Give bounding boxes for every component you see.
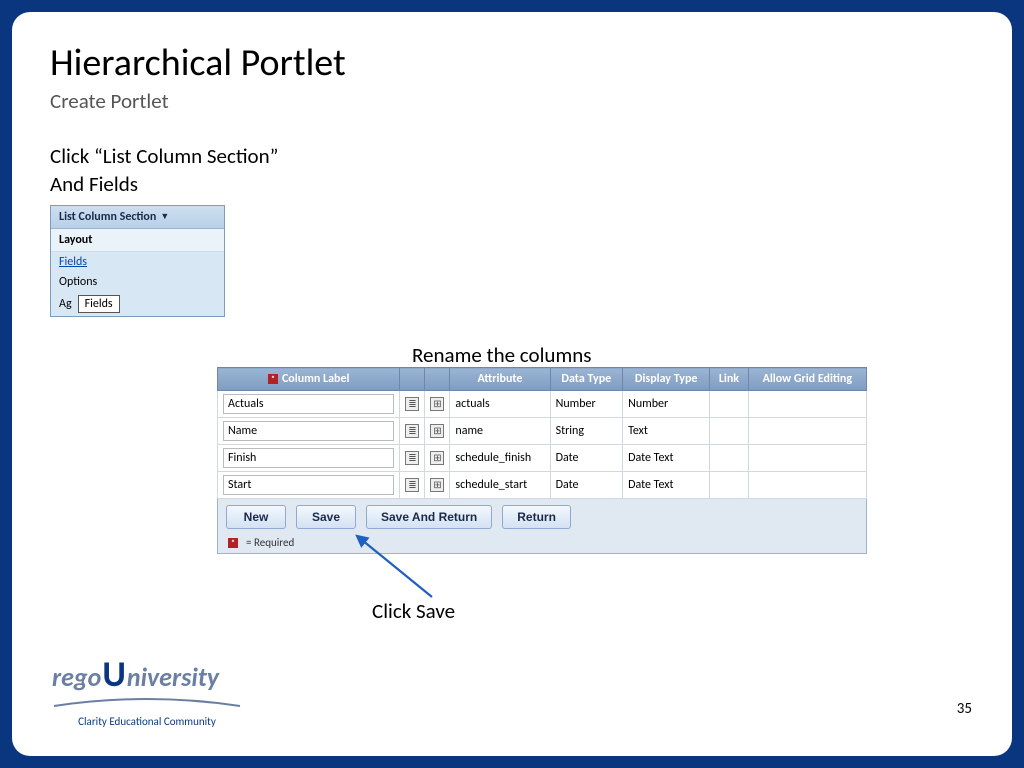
lookup-icon[interactable] bbox=[430, 478, 444, 492]
new-button[interactable]: New bbox=[226, 505, 286, 529]
cell-data-type: Number bbox=[550, 391, 623, 418]
logo: rego U niversity Clarity Educational Com… bbox=[52, 652, 242, 728]
table-row: schedule_finishDateDate Text bbox=[218, 445, 867, 472]
properties-icon[interactable] bbox=[405, 451, 419, 465]
table-row: actualsNumberNumber bbox=[218, 391, 867, 418]
column-label-input[interactable] bbox=[223, 475, 394, 495]
required-icon: * bbox=[268, 374, 278, 384]
properties-icon[interactable] bbox=[405, 424, 419, 438]
cell-attribute: actuals bbox=[450, 391, 550, 418]
logo-tagline: Clarity Educational Community bbox=[52, 715, 242, 728]
th-data-type: Data Type bbox=[550, 368, 623, 391]
save-button[interactable]: Save bbox=[296, 505, 356, 529]
cell-allow-grid bbox=[748, 445, 866, 472]
logo-text-rego: rego bbox=[52, 661, 101, 693]
dropdown-header[interactable]: List Column Section ▼ bbox=[51, 206, 224, 229]
th-icon2 bbox=[425, 368, 450, 391]
cell-link bbox=[710, 391, 748, 418]
th-display-type: Display Type bbox=[623, 368, 710, 391]
fields-tooltip: Fields bbox=[78, 295, 120, 313]
cell-attribute: name bbox=[450, 418, 550, 445]
save-and-return-button[interactable]: Save And Return bbox=[366, 505, 492, 529]
dropdown-item-fields[interactable]: Fields bbox=[51, 252, 224, 272]
cell-data-type: String bbox=[550, 418, 623, 445]
cell-data-type: Date bbox=[550, 445, 623, 472]
required-legend-text: = Required bbox=[246, 536, 294, 549]
page-number: 35 bbox=[957, 700, 972, 718]
column-label-input[interactable] bbox=[223, 394, 394, 414]
dropdown-section-layout: Layout bbox=[51, 229, 224, 252]
dropdown-header-label: List Column Section bbox=[59, 210, 156, 224]
cell-allow-grid bbox=[748, 418, 866, 445]
cell-allow-grid bbox=[748, 472, 866, 499]
th-attribute: Attribute bbox=[450, 368, 550, 391]
required-legend: * = Required bbox=[228, 536, 294, 549]
th-link: Link bbox=[710, 368, 748, 391]
return-button[interactable]: Return bbox=[502, 505, 571, 529]
dropdown-item-options[interactable]: Options bbox=[51, 272, 224, 292]
lookup-icon[interactable] bbox=[430, 397, 444, 411]
instruction-text: Click “List Column Section” And Fields bbox=[50, 142, 974, 199]
list-column-section-dropdown: List Column Section ▼ Layout Fields Opti… bbox=[50, 205, 225, 317]
dropdown-item-ag[interactable]: Ag Fields bbox=[51, 292, 224, 316]
rename-columns-caption: Rename the columns bbox=[412, 342, 591, 368]
logo-swoosh-icon bbox=[52, 696, 242, 710]
th-icon1 bbox=[400, 368, 425, 391]
logo-text-u: U bbox=[102, 652, 126, 696]
cell-link bbox=[710, 472, 748, 499]
lookup-icon[interactable] bbox=[430, 451, 444, 465]
required-icon: * bbox=[228, 538, 238, 548]
logo-text-niversity: niversity bbox=[127, 661, 219, 693]
column-label-input[interactable] bbox=[223, 421, 394, 441]
instruction-line-1: Click “List Column Section” bbox=[50, 143, 278, 169]
slide-subtitle: Create Portlet bbox=[50, 88, 974, 114]
lookup-icon[interactable] bbox=[430, 424, 444, 438]
table-row: schedule_startDateDate Text bbox=[218, 472, 867, 499]
column-label-input[interactable] bbox=[223, 448, 394, 468]
columns-table: * Column Label Attribute Data Type Displa… bbox=[217, 367, 867, 499]
cell-display-type: Date Text bbox=[623, 472, 710, 499]
instruction-line-2: And Fields bbox=[50, 171, 138, 197]
th-allow-grid: Allow Grid Editing bbox=[748, 368, 866, 391]
button-row: New Save Save And Return Return * = Requ… bbox=[217, 499, 867, 554]
th-column-label: * Column Label bbox=[218, 368, 400, 391]
click-save-caption: Click Save bbox=[372, 598, 455, 624]
properties-icon[interactable] bbox=[405, 478, 419, 492]
columns-table-panel: * Column Label Attribute Data Type Displa… bbox=[217, 367, 867, 554]
cell-attribute: schedule_finish bbox=[450, 445, 550, 472]
chevron-down-icon: ▼ bbox=[160, 211, 169, 222]
cell-data-type: Date bbox=[550, 472, 623, 499]
cell-display-type: Text bbox=[623, 418, 710, 445]
cell-link bbox=[710, 445, 748, 472]
slide-title: Hierarchical Portlet bbox=[50, 40, 974, 86]
th-column-label-text: Column Label bbox=[282, 372, 350, 386]
cell-link bbox=[710, 418, 748, 445]
dropdown-item-ag-label: Ag bbox=[59, 297, 72, 311]
cell-display-type: Date Text bbox=[623, 445, 710, 472]
properties-icon[interactable] bbox=[405, 397, 419, 411]
cell-allow-grid bbox=[748, 391, 866, 418]
table-row: nameStringText bbox=[218, 418, 867, 445]
cell-display-type: Number bbox=[623, 391, 710, 418]
cell-attribute: schedule_start bbox=[450, 472, 550, 499]
